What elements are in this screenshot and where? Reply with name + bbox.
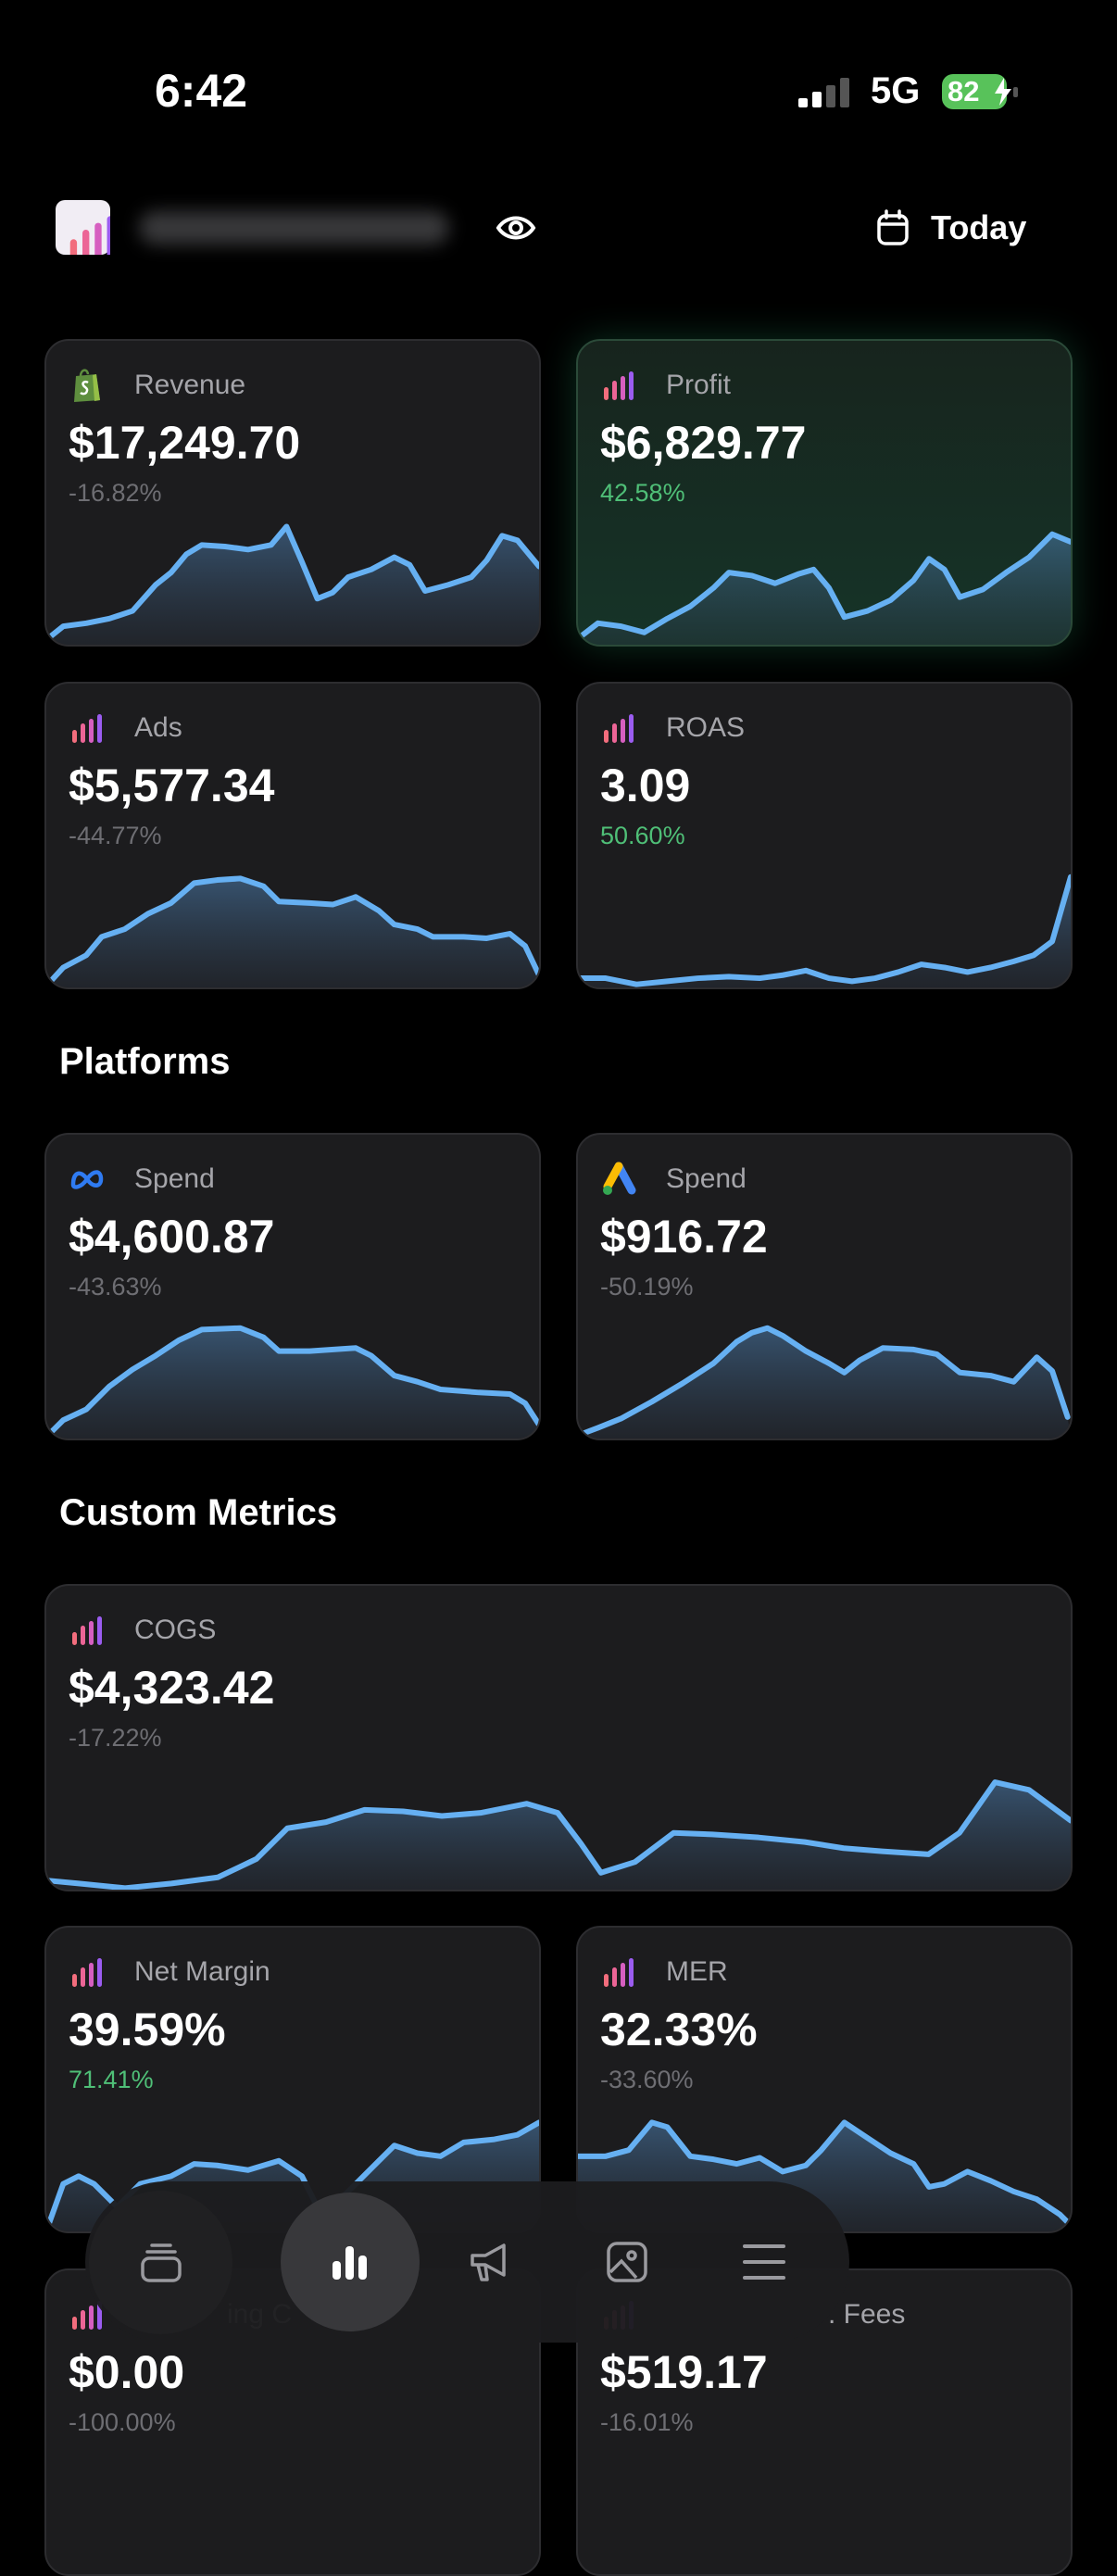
sparkline-line bbox=[578, 1328, 1068, 1436]
tab-feed[interactable] bbox=[89, 2191, 232, 2334]
sparkline-line bbox=[48, 1328, 539, 1436]
metric-change: 71.41% bbox=[69, 2066, 154, 2093]
sparkline-line bbox=[578, 877, 1071, 985]
card-icon bbox=[600, 367, 637, 404]
metric-card[interactable]: Profit $6,829.77 42.58% bbox=[576, 339, 1073, 647]
sparkline-line bbox=[578, 2122, 1071, 2225]
blurred-store-name bbox=[139, 211, 449, 245]
card-icon bbox=[69, 1161, 106, 1198]
sparkline bbox=[578, 1135, 1071, 1439]
metric-card[interactable]: COGS $4,323.42 -17.22% bbox=[44, 1584, 1073, 1891]
card-icon bbox=[69, 710, 106, 747]
sparkline bbox=[46, 1586, 1071, 1890]
metric-value: $4,323.42 bbox=[69, 1662, 275, 1714]
battery-level: 82 bbox=[948, 75, 980, 107]
card-icon bbox=[69, 1954, 106, 1991]
metric-card[interactable]: ROAS 3.09 50.60% bbox=[576, 682, 1073, 989]
tab-creatives[interactable] bbox=[606, 2241, 648, 2283]
metric-label: Profit bbox=[666, 370, 732, 400]
sparkline-line bbox=[46, 1782, 1071, 1888]
metric-label: Spend bbox=[666, 1163, 747, 1194]
metric-change: -100.00% bbox=[69, 2408, 176, 2436]
tab-dashboard-icon bbox=[333, 2246, 367, 2280]
tab-campaigns[interactable] bbox=[467, 2241, 513, 2283]
metric-card[interactable]: Revenue $17,249.70 -16.82% bbox=[44, 339, 541, 647]
metric-value: $916.72 bbox=[600, 1211, 768, 1263]
metric-change: -43.63% bbox=[69, 1273, 162, 1301]
screen: {"status_bar": {"time": "6:42", "network… bbox=[44, 65, 1073, 2576]
calendar-icon bbox=[877, 209, 909, 245]
metric-value: 39.59% bbox=[69, 2004, 226, 2055]
metric-change: -17.22% bbox=[69, 1724, 162, 1752]
metric-label: Ads bbox=[134, 712, 182, 743]
metric-label: Revenue bbox=[134, 370, 246, 400]
tab-dashboard[interactable] bbox=[281, 2193, 420, 2331]
section-title: Custom Metrics bbox=[59, 1492, 338, 1533]
metric-card[interactable]: Spend $4,600.87 -43.63% bbox=[44, 1133, 541, 1440]
metric-value: $5,577.34 bbox=[69, 760, 275, 811]
sparkline bbox=[46, 341, 539, 645]
card-icon bbox=[600, 710, 637, 747]
network-label: 5G bbox=[871, 70, 921, 111]
card-icon bbox=[69, 1612, 106, 1649]
sparkline-area bbox=[47, 1327, 539, 1439]
metric-value: $0.00 bbox=[69, 2346, 185, 2398]
sparkline-area bbox=[578, 876, 1071, 987]
sparkline bbox=[578, 341, 1071, 645]
tab-bar bbox=[85, 2181, 849, 2343]
date-range-label: Today bbox=[931, 208, 1027, 246]
metric-card[interactable]: Ads $5,577.34 -44.77% bbox=[44, 682, 541, 989]
metric-card[interactable]: Spend $916.72 -50.19% bbox=[576, 1133, 1073, 1440]
metric-label: COGS bbox=[134, 1615, 217, 1645]
metric-value: 3.09 bbox=[600, 760, 691, 811]
tab-menu[interactable] bbox=[742, 2241, 786, 2283]
metric-value: $519.17 bbox=[600, 2346, 768, 2398]
signal-icon bbox=[798, 78, 849, 107]
metric-value: 32.33% bbox=[600, 2004, 758, 2055]
sparkline-area bbox=[46, 1782, 1071, 1890]
metric-change: 42.58% bbox=[600, 479, 685, 507]
visibility-toggle[interactable] bbox=[496, 209, 536, 246]
metric-label: ROAS bbox=[666, 712, 746, 743]
metric-label: . Fees bbox=[828, 2299, 906, 2330]
metric-label: Spend bbox=[134, 1163, 215, 1194]
app-logo-bars bbox=[56, 200, 110, 255]
metric-change: -16.82% bbox=[69, 479, 162, 507]
metric-change: -33.60% bbox=[600, 2066, 694, 2093]
date-range-button[interactable]: Today bbox=[872, 206, 1039, 252]
card-icon bbox=[69, 367, 106, 404]
metric-label: Net Margin bbox=[134, 1956, 270, 1987]
metric-value: $17,249.70 bbox=[69, 417, 301, 469]
charging-icon bbox=[995, 78, 1018, 106]
metric-change: -44.77% bbox=[69, 822, 162, 849]
sparkline-line bbox=[48, 526, 539, 638]
metric-change: -50.19% bbox=[600, 1273, 694, 1301]
sparkline bbox=[578, 684, 1071, 987]
metric-value: $4,600.87 bbox=[69, 1211, 275, 1263]
sparkline bbox=[46, 1135, 539, 1439]
metric-label: MER bbox=[666, 1956, 728, 1987]
sparkline bbox=[46, 684, 539, 987]
sparkline-line bbox=[48, 878, 539, 984]
metric-value: $6,829.77 bbox=[600, 417, 807, 469]
sparkline-area bbox=[578, 1327, 1071, 1439]
card-icon bbox=[600, 1161, 637, 1198]
card-icon bbox=[600, 1954, 637, 1991]
sparkline-area bbox=[578, 534, 1071, 645]
tab-feed-icon bbox=[141, 2243, 182, 2282]
metric-change: -16.01% bbox=[600, 2408, 694, 2436]
metric-change: 50.60% bbox=[600, 822, 685, 849]
sparkline-line bbox=[578, 534, 1071, 639]
sparkline-area bbox=[47, 526, 539, 645]
sparkline-line bbox=[48, 2122, 539, 2227]
app-logo[interactable] bbox=[56, 200, 110, 255]
section-title: Platforms bbox=[59, 1041, 231, 1082]
status-time: 6:42 bbox=[155, 65, 248, 117]
